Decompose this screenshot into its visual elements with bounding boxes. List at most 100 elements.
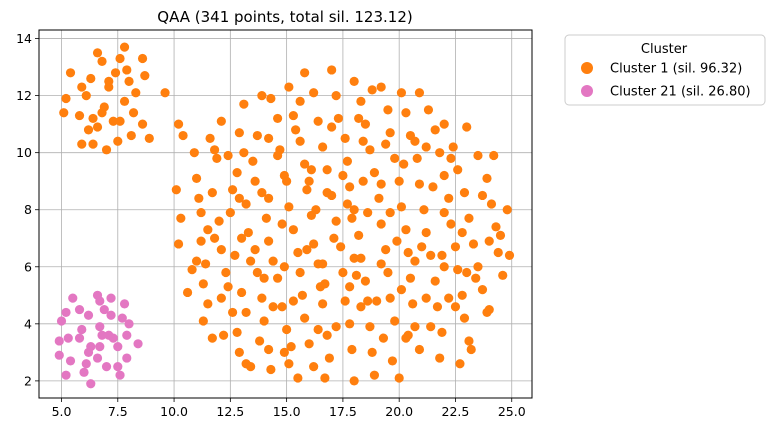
data-point-cluster-1 — [412, 153, 422, 163]
data-point-cluster-1 — [119, 96, 130, 106]
data-point-cluster-1 — [189, 148, 199, 158]
data-point-cluster-1 — [450, 242, 461, 252]
data-point-cluster-1 — [257, 188, 267, 198]
data-point-cluster-1 — [471, 273, 481, 283]
data-point-cluster-1 — [182, 287, 193, 298]
data-point-cluster-1 — [273, 150, 283, 161]
data-point-cluster-1 — [268, 302, 278, 312]
data-point-cluster-1 — [504, 250, 515, 260]
data-point-cluster-1 — [396, 202, 407, 212]
data-point-cluster-1 — [378, 333, 389, 343]
data-point-cluster-1 — [288, 110, 298, 121]
data-point-cluster-1 — [414, 88, 425, 98]
data-point-cluster-1 — [331, 91, 341, 101]
data-point-cluster-1 — [309, 362, 319, 372]
data-point-cluster-1 — [367, 347, 377, 357]
data-point-cluster-1 — [225, 207, 235, 218]
data-point-cluster-1 — [345, 182, 355, 192]
data-point-cluster-1 — [128, 108, 139, 118]
data-point-cluster-1 — [227, 307, 238, 318]
data-point-cluster-1 — [257, 293, 267, 303]
data-point-cluster-1 — [448, 142, 458, 152]
data-point-cluster-1 — [104, 76, 114, 86]
data-point-cluster-1 — [365, 145, 375, 155]
data-point-cluster-1 — [77, 139, 87, 149]
data-point-cluster-1 — [439, 207, 449, 218]
data-point-cluster-21 — [104, 330, 114, 340]
data-point-cluster-21 — [117, 313, 127, 323]
data-point-cluster-1 — [466, 344, 476, 355]
data-point-cluster-1 — [358, 176, 368, 186]
data-point-cluster-1 — [414, 179, 425, 189]
data-point-cluster-1 — [396, 284, 407, 295]
x-axis-ticks: 5.0 7.5 10.0 12.5 15.0 17.5 20.0 22.5 25.0 — [52, 398, 526, 419]
data-point-cluster-1 — [446, 219, 456, 229]
data-point-cluster-1 — [115, 116, 125, 126]
data-point-cluster-21 — [95, 342, 105, 352]
data-point-cluster-1 — [196, 236, 206, 246]
data-point-cluster-1 — [273, 113, 283, 124]
data-point-cluster-21 — [113, 362, 123, 372]
data-point-cluster-1 — [144, 133, 154, 144]
data-point-cluster-1 — [450, 302, 461, 312]
data-point-cluster-1 — [97, 108, 107, 118]
data-point-cluster-1 — [101, 145, 112, 155]
legend-label-cluster-1: Cluster 1 (sil. 96.32) — [610, 62, 742, 77]
data-point-cluster-1 — [92, 48, 103, 58]
data-point-cluster-1 — [462, 267, 472, 278]
data-point-cluster-1 — [399, 159, 409, 169]
data-point-cluster-1 — [468, 239, 479, 249]
data-point-cluster-1 — [338, 267, 348, 278]
data-point-cluster-1 — [209, 145, 220, 155]
data-point-cluster-21 — [106, 293, 116, 303]
data-point-cluster-1 — [376, 179, 386, 189]
data-point-cluster-1 — [444, 193, 454, 203]
data-point-cluster-1 — [124, 76, 134, 86]
x-tick-label: 5.0 — [52, 404, 72, 419]
data-point-cluster-1 — [430, 125, 440, 135]
data-point-cluster-21 — [61, 307, 71, 318]
data-point-cluster-1 — [477, 190, 488, 201]
data-point-cluster-1 — [266, 364, 276, 375]
x-tick-label: 20.0 — [385, 404, 413, 419]
data-point-cluster-1 — [297, 290, 307, 300]
x-tick-label: 10.0 — [160, 404, 188, 419]
data-point-cluster-1 — [137, 53, 148, 64]
data-point-cluster-1 — [65, 68, 76, 78]
data-point-cluster-1 — [246, 256, 256, 266]
data-point-cluster-1 — [374, 193, 384, 203]
legend-title: Cluster — [641, 42, 688, 57]
data-point-cluster-1 — [354, 230, 364, 240]
data-point-cluster-1 — [81, 91, 91, 101]
data-point-cluster-1 — [320, 279, 330, 289]
data-point-cluster-21 — [56, 316, 67, 326]
data-point-cluster-1 — [360, 119, 371, 129]
data-point-cluster-1 — [410, 136, 420, 146]
legend-box — [564, 34, 766, 106]
data-point-cluster-21 — [92, 353, 103, 363]
data-point-cluster-1 — [293, 247, 303, 258]
data-point-cluster-1 — [282, 176, 292, 186]
data-point-cluster-1 — [218, 330, 229, 340]
x-tick-label: 25.0 — [498, 404, 526, 419]
data-point-cluster-1 — [462, 122, 472, 132]
data-point-cluster-1 — [232, 327, 242, 337]
data-point-cluster-1 — [387, 356, 398, 366]
data-point-cluster-1 — [423, 105, 434, 115]
data-point-cluster-1 — [369, 370, 380, 380]
data-point-cluster-21 — [113, 342, 123, 352]
data-point-cluster-1 — [246, 362, 256, 372]
x-tick-label: 22.5 — [442, 404, 470, 419]
data-point-cluster-1 — [279, 347, 289, 357]
data-point-cluster-1 — [401, 225, 411, 235]
legend: Cluster Cluster 1 (sil. 96.32) Cluster 2… — [564, 34, 766, 106]
data-point-cluster-1 — [223, 150, 233, 161]
y-tick-label: 6 — [24, 259, 32, 274]
data-point-cluster-1 — [288, 225, 298, 235]
data-point-cluster-1 — [347, 344, 357, 355]
data-point-cluster-1 — [137, 119, 148, 129]
data-point-cluster-21 — [106, 310, 116, 320]
data-point-cluster-1 — [345, 282, 355, 292]
data-point-cluster-1 — [221, 267, 231, 278]
data-point-cluster-21 — [124, 319, 134, 329]
